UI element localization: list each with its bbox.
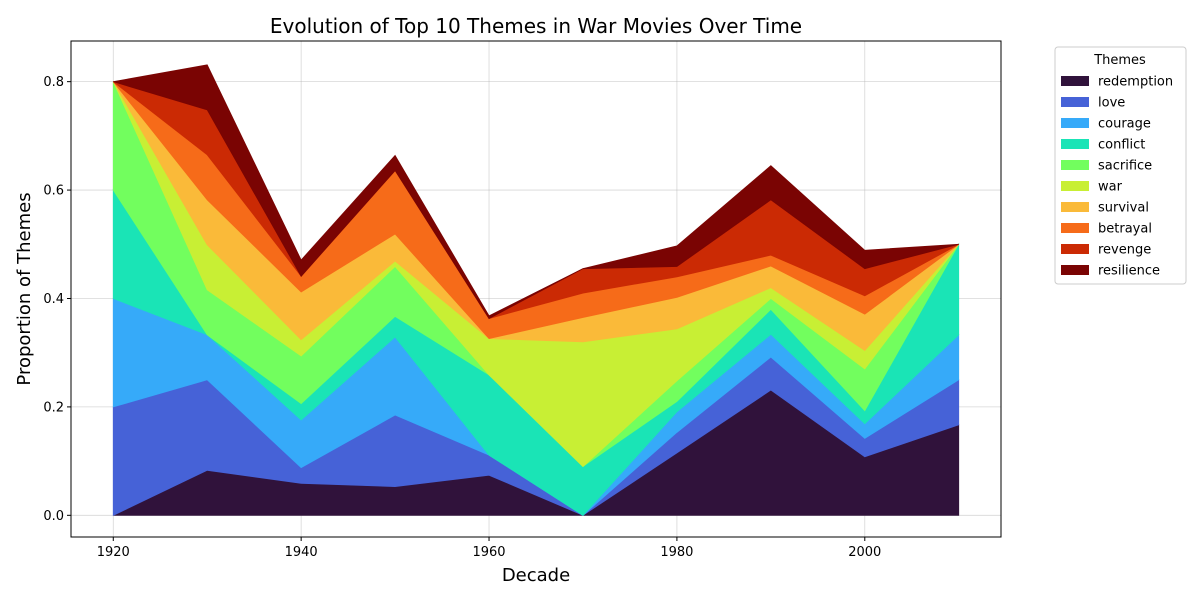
y-axis-title: Proportion of Themes bbox=[14, 192, 35, 385]
legend-swatch-resilience bbox=[1061, 265, 1089, 275]
legend-label-war: war bbox=[1098, 180, 1123, 195]
y-tick-label: 0.2 bbox=[43, 400, 64, 415]
legend-label-sacrifice: sacrifice bbox=[1098, 159, 1152, 174]
legend-swatch-survival bbox=[1061, 202, 1089, 212]
y-tick-label: 0.0 bbox=[43, 509, 64, 524]
legend: Themes redemption love courage conflict sacr… bbox=[1054, 46, 1187, 285]
legend-swatch-sacrifice bbox=[1061, 160, 1089, 170]
x-tick-label: 1940 bbox=[285, 545, 318, 560]
legend-swatch-conflict bbox=[1061, 139, 1089, 149]
tick-layer: 1920 1940 1960 1980 2000 0.0 0.2 0.4 0.6 0.8 bbox=[43, 75, 881, 560]
legend-label-resilience: resilience bbox=[1098, 264, 1160, 279]
x-tick-label: 1920 bbox=[97, 545, 130, 560]
legend-swatch-war bbox=[1061, 181, 1089, 191]
area-layer bbox=[112, 64, 960, 516]
y-tick-label: 0.6 bbox=[43, 184, 64, 199]
x-tick-label: 1960 bbox=[472, 545, 505, 560]
legend-swatch-betrayal bbox=[1061, 223, 1089, 233]
x-tick-label: 1980 bbox=[660, 545, 693, 560]
plot-frame bbox=[70, 40, 1002, 538]
legend-swatch-courage bbox=[1061, 118, 1089, 128]
legend-label-survival: survival bbox=[1098, 201, 1149, 216]
x-tick-label: 2000 bbox=[848, 545, 881, 560]
legend-label-love: love bbox=[1098, 96, 1125, 111]
legend-label-betrayal: betrayal bbox=[1098, 222, 1152, 237]
legend-title: Themes bbox=[1093, 53, 1146, 68]
y-tick-label: 0.8 bbox=[43, 75, 64, 90]
legend-label-conflict: conflict bbox=[1098, 138, 1145, 153]
legend-swatch-redemption bbox=[1061, 76, 1089, 86]
x-axis-title: Decade bbox=[502, 565, 570, 586]
legend-label-revenge: revenge bbox=[1098, 243, 1151, 258]
legend-label-courage: courage bbox=[1098, 117, 1151, 132]
legend-swatch-revenge bbox=[1061, 244, 1089, 254]
legend-label-redemption: redemption bbox=[1098, 75, 1173, 90]
legend-swatch-love bbox=[1061, 97, 1089, 107]
area-resilience bbox=[113, 64, 959, 320]
y-tick-label: 0.4 bbox=[43, 292, 64, 307]
chart-title: Evolution of Top 10 Themes in War Movies… bbox=[270, 14, 802, 38]
